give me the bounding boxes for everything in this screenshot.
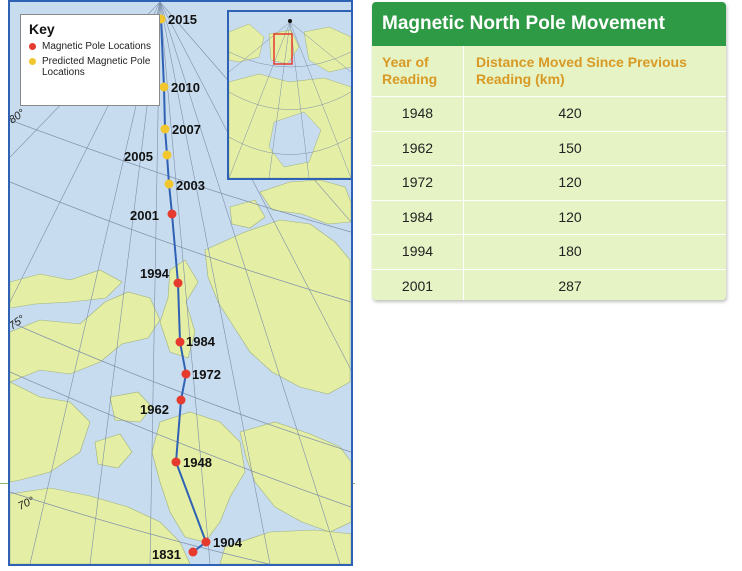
key-item-label: Predicted Magnetic Pole Locations	[42, 56, 151, 78]
pole-year-label: 1972	[192, 367, 221, 382]
table-row: 1962 150	[372, 131, 726, 166]
pole-marker-2005	[162, 150, 172, 160]
key-item-predicted: Predicted Magnetic Pole Locations	[29, 56, 151, 78]
table-row: 1994 180	[372, 235, 726, 270]
map-key: Key Magnetic Pole Locations Predicted Ma…	[20, 14, 160, 106]
distance-cell: 120	[558, 208, 582, 225]
pole-year-label: 1962	[140, 402, 169, 417]
locator-rectangle	[273, 33, 293, 65]
pole-marker-1994	[173, 278, 183, 288]
locator-inset-map	[227, 10, 351, 180]
inset-grid	[229, 21, 351, 178]
pole-year-label: 2005	[124, 149, 153, 164]
pole-movement-map: 80° 75° 70° 2015 2010 2007 2005 2003 200…	[8, 0, 353, 566]
table-title: Magnetic North Pole Movement	[372, 2, 726, 46]
pole-marker-1904	[201, 537, 211, 547]
north-pole-dot-icon	[288, 19, 292, 23]
pole-marker-1831	[188, 547, 198, 557]
pole-year-label: 1948	[183, 455, 212, 470]
table-row: 1948 420	[372, 97, 726, 132]
red-dot-icon	[29, 43, 36, 50]
pole-year-label: 2001	[130, 208, 159, 223]
pole-movement-table: Magnetic North Pole Movement Year of Rea…	[372, 2, 726, 300]
column-header-year: Year of Reading	[372, 46, 464, 96]
year-cell: 2001	[372, 269, 464, 300]
pole-year-label: 2015	[168, 12, 197, 27]
latitude-lines	[10, 119, 351, 564]
pole-marker-2010	[159, 82, 169, 92]
pole-year-label: 1984	[186, 334, 216, 349]
key-item-observed: Magnetic Pole Locations	[29, 41, 151, 52]
pole-points: 2015 2010 2007 2005 2003 2001 1994 1984 …	[124, 12, 243, 562]
table-header-row: Year of Reading Distance Moved Since Pre…	[372, 46, 726, 97]
pole-marker-1972	[181, 369, 191, 379]
year-cell: 1994	[372, 235, 464, 269]
year-cell: 1962	[372, 131, 464, 165]
yellow-dot-icon	[29, 58, 36, 65]
key-title: Key	[29, 21, 55, 37]
pole-marker-1984	[175, 337, 185, 347]
key-item-label: Magnetic Pole Locations	[42, 41, 151, 52]
table-row: 2001 287	[372, 269, 726, 300]
year-cell: 1984	[372, 200, 464, 234]
pole-year-label: 2003	[176, 178, 205, 193]
land-masses	[10, 179, 351, 564]
inset-canvas	[229, 19, 351, 178]
pole-year-label: 1994	[140, 266, 170, 281]
pole-year-label: 2010	[171, 80, 200, 95]
table-row: 1984 120	[372, 200, 726, 235]
year-cell: 1948	[372, 97, 464, 131]
distance-cell: 420	[558, 105, 582, 121]
pole-marker-2003	[164, 179, 174, 189]
distance-cell: 120	[558, 174, 582, 190]
distance-cell: 287	[558, 277, 582, 294]
distance-cell: 150	[558, 139, 582, 156]
pole-year-label: 1904	[213, 535, 243, 550]
pole-marker-1962	[176, 395, 186, 405]
pole-marker-2007	[160, 124, 170, 134]
map-canvas: 80° 75° 70° 2015 2010 2007 2005 2003 200…	[10, 2, 351, 564]
year-cell: 1972	[372, 166, 464, 200]
pole-marker-2001	[167, 209, 177, 219]
divider-line	[0, 483, 8, 484]
distance-cell: 180	[558, 243, 582, 259]
pole-marker-1948	[171, 457, 181, 467]
table-row: 1972 120	[372, 166, 726, 201]
pole-year-label: 2007	[172, 122, 201, 137]
column-header-distance: Distance Moved Since Previous Reading (k…	[476, 54, 687, 87]
divider-line	[353, 483, 355, 484]
pole-year-label: 1831	[152, 547, 181, 562]
